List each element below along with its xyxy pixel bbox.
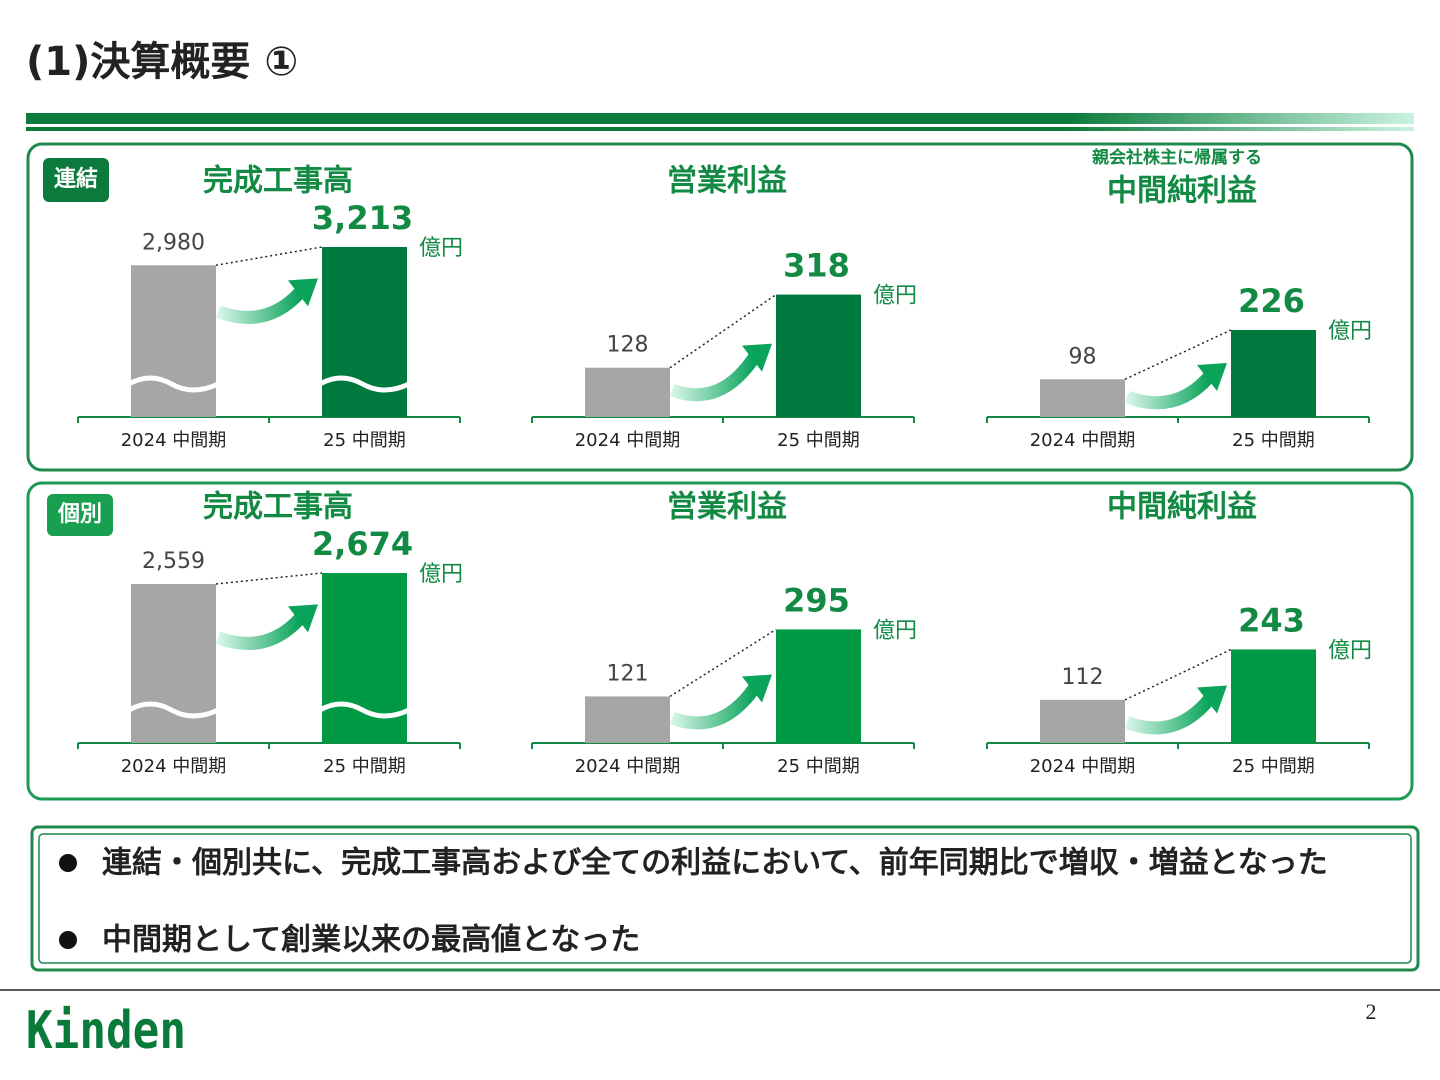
connector: [215, 572, 323, 585]
trend-arrow-head: [288, 278, 318, 307]
connector: [215, 246, 323, 266]
value-label: 121: [607, 661, 649, 686]
unit-label: 億円: [1328, 319, 1372, 344]
category-label: 2024 中間期: [1030, 430, 1136, 451]
axis-break: [127, 701, 220, 719]
axis-break: [318, 375, 411, 393]
bar: [1040, 699, 1125, 743]
bullet-dot: [59, 854, 77, 872]
bar: [776, 294, 861, 417]
bullet-text: 連結・個別共に、完成工事高および全ての利益において、前年同期比で増収・増益となっ…: [102, 846, 1328, 881]
panel: [26, 142, 1414, 472]
trend-arrow: [669, 684, 760, 730]
category-label: 25 中間期: [777, 756, 860, 777]
trend-arrow: [215, 613, 305, 650]
unit-label: 億円: [419, 236, 463, 261]
summary-box-inner: [38, 833, 1412, 964]
category-label: 2024 中間期: [121, 430, 227, 451]
value-label: 2,674: [312, 525, 413, 563]
value-label: 318: [783, 247, 850, 285]
slide-title: (1)決算概要 ①: [26, 39, 298, 85]
bar: [131, 265, 216, 417]
unit-label: 億円: [873, 284, 917, 309]
bullet-text: 中間期として創業以来の最高値となった: [102, 923, 640, 958]
unit-label: 億円: [419, 562, 463, 587]
trend-arrow-head: [1197, 685, 1227, 714]
panel: [26, 481, 1414, 801]
connector: [669, 628, 777, 698]
axis-break: [127, 375, 220, 393]
chart-title: 中間純利益: [1107, 490, 1257, 525]
connector: [669, 293, 777, 369]
chart-title: 営業利益: [667, 164, 787, 199]
value-label: 98: [1069, 344, 1097, 369]
axis-break: [318, 701, 411, 719]
section-badge: [43, 158, 109, 202]
section-badge: [47, 494, 113, 536]
category-label: 2024 中間期: [1030, 756, 1136, 777]
category-label: 25 中間期: [777, 430, 860, 451]
bar: [1231, 329, 1316, 417]
title-rule: [26, 113, 1414, 124]
value-label: 128: [607, 333, 649, 358]
unit-label: 億円: [1328, 638, 1372, 663]
category-label: 2024 中間期: [575, 756, 681, 777]
bar: [585, 696, 670, 743]
trend-arrow-head: [1197, 363, 1227, 391]
value-label: 2,559: [142, 549, 205, 574]
bar: [1231, 649, 1316, 743]
bullet-dot: [59, 931, 77, 949]
chart-title: 完成工事高: [203, 164, 353, 199]
trend-arrow-head: [742, 674, 772, 703]
trend-arrow-head: [742, 343, 772, 372]
section-label: 連結: [54, 166, 98, 192]
trend-arrow: [669, 353, 760, 402]
chart-subtitle: 親会社株主に帰属する: [1092, 147, 1262, 168]
bar: [585, 367, 670, 417]
trend-arrow: [1124, 695, 1214, 735]
category-label: 25 中間期: [1232, 756, 1315, 777]
bar: [776, 629, 861, 743]
trend-arrow: [215, 287, 305, 324]
category-label: 25 中間期: [323, 430, 406, 451]
bar: [1040, 379, 1125, 417]
value-label: 112: [1062, 665, 1104, 690]
value-label: 226: [1238, 282, 1305, 320]
chart-title: 完成工事高: [203, 490, 353, 525]
category-label: 2024 中間期: [575, 430, 681, 451]
bar: [131, 583, 216, 743]
unit-label: 億円: [873, 618, 917, 643]
value-label: 243: [1238, 601, 1305, 639]
category-label: 25 中間期: [1232, 430, 1315, 451]
category-label: 25 中間期: [323, 756, 406, 777]
trend-arrow-head: [288, 604, 318, 633]
value-label: 2,980: [142, 230, 205, 255]
page-number: 2: [1366, 999, 1377, 1024]
value-label: 3,213: [312, 199, 413, 237]
chart-title: 中間純利益: [1107, 174, 1257, 209]
title-rule: [26, 127, 1414, 131]
section-label: 個別: [57, 502, 102, 527]
value-label: 295: [783, 581, 850, 619]
category-label: 2024 中間期: [121, 756, 227, 777]
summary-box: [30, 825, 1420, 972]
logo: Kinden: [26, 1001, 186, 1061]
chart-title: 営業利益: [667, 490, 787, 525]
trend-arrow: [1124, 372, 1214, 410]
